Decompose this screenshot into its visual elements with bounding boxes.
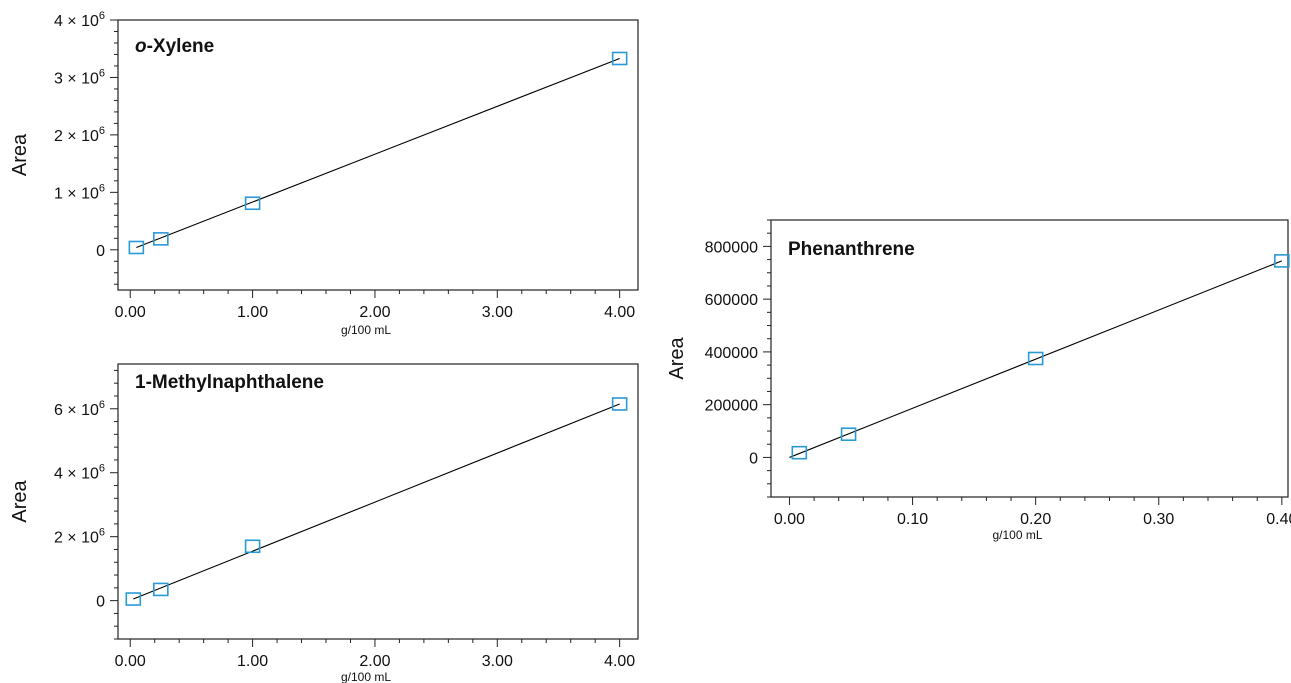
x-tick-label: 4.00 bbox=[604, 304, 635, 321]
x-tick-label: 4.00 bbox=[604, 653, 635, 670]
fit-line bbox=[136, 57, 620, 249]
chart-panel-3: 0.00 0.10 0.20 0.30 0.40 0 200000 400000 600000 8… bbox=[666, 219, 1291, 542]
x-tick-label: 0.00 bbox=[115, 304, 146, 321]
x-tick-label: 0.40 bbox=[1266, 511, 1291, 528]
y-tick-label: 2 × 106 bbox=[54, 527, 105, 547]
x-tick-label: 1.00 bbox=[237, 653, 268, 670]
x-axis-title: g/100 mL bbox=[341, 323, 391, 337]
y-tick-label: 400000 bbox=[705, 345, 758, 362]
y-tick-label: 0 bbox=[96, 594, 105, 611]
data-point bbox=[611, 397, 628, 411]
y-tick-label: 600000 bbox=[705, 292, 758, 309]
plot-frame bbox=[770, 219, 1289, 498]
x-axis-title: g/100 mL bbox=[992, 528, 1042, 542]
y-tick-label: 0 bbox=[96, 243, 105, 260]
y-tick-label: 3 × 106 bbox=[54, 67, 105, 87]
data-point bbox=[153, 232, 169, 246]
data-point bbox=[1027, 351, 1044, 366]
x-tick-label: 0.00 bbox=[774, 511, 805, 528]
x-tick-label: 0.10 bbox=[897, 511, 928, 528]
y-tick-label: 2 × 106 bbox=[54, 125, 105, 145]
plot-frame bbox=[117, 19, 639, 291]
chart-panel-1: 0.00 1.00 2.00 3.00 4.00 0 1 × 106 2 × 106 3 × 1… bbox=[9, 10, 639, 337]
data-point bbox=[791, 445, 808, 460]
y-axis-title: Area bbox=[666, 337, 688, 380]
x-tick-label: 3.00 bbox=[482, 304, 513, 321]
panel-title: Phenanthrene bbox=[788, 239, 915, 260]
panel-title: 1-Methylnaphthalene bbox=[135, 372, 324, 393]
x-tick-label: 0.00 bbox=[115, 653, 146, 670]
data-point bbox=[153, 582, 169, 597]
y-tick-label: 6 × 106 bbox=[54, 399, 105, 419]
y-tick-label: 200000 bbox=[705, 398, 758, 415]
data-point bbox=[1274, 254, 1290, 268]
fit-line bbox=[133, 403, 620, 600]
y-tick-label: 4 × 106 bbox=[54, 463, 105, 483]
y-tick-label: 800000 bbox=[705, 239, 758, 256]
fit-line bbox=[789, 260, 1283, 458]
y-tick-label: 0 bbox=[749, 450, 758, 467]
y-tick-label: 1 × 106 bbox=[54, 182, 105, 202]
y-axis-title: Area bbox=[9, 133, 31, 176]
y-axis-title: Area bbox=[9, 480, 31, 523]
data-point bbox=[128, 240, 145, 255]
y-tick-label: 4 × 106 bbox=[54, 10, 105, 30]
data-point bbox=[125, 592, 142, 606]
plot-frame bbox=[117, 363, 639, 640]
data-point bbox=[244, 539, 261, 554]
x-tick-label: 2.00 bbox=[359, 653, 390, 670]
x-tick-label: 0.20 bbox=[1020, 511, 1051, 528]
x-tick-label: 3.00 bbox=[482, 653, 513, 670]
x-tick-label: 1.00 bbox=[237, 304, 268, 321]
chart-panel-2: 0.00 1.00 2.00 3.00 4.00 0 2 × 106 4 × 106 6 × 1… bbox=[9, 363, 639, 683]
data-point bbox=[244, 196, 261, 211]
x-tick-label: 0.30 bbox=[1143, 511, 1174, 528]
data-point bbox=[840, 427, 857, 442]
x-axis-title: g/100 mL bbox=[341, 670, 391, 683]
panel-title: o-Xylene bbox=[135, 36, 214, 57]
x-tick-label: 2.00 bbox=[359, 304, 390, 321]
data-point bbox=[611, 51, 628, 66]
